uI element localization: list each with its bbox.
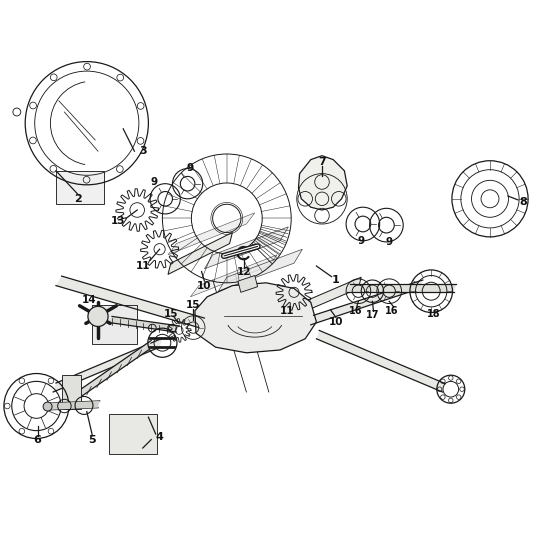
Polygon shape (56, 276, 204, 328)
Polygon shape (311, 280, 423, 325)
Text: 2: 2 (74, 194, 82, 204)
Polygon shape (238, 276, 258, 292)
Polygon shape (316, 330, 445, 392)
Text: 13: 13 (110, 216, 125, 226)
Text: 4: 4 (156, 432, 164, 442)
Text: 9: 9 (187, 163, 194, 173)
Polygon shape (204, 227, 288, 269)
Text: 11: 11 (136, 261, 150, 271)
Text: 14: 14 (82, 295, 97, 305)
Polygon shape (218, 249, 302, 291)
Circle shape (88, 306, 108, 326)
Polygon shape (298, 156, 347, 210)
Text: 16: 16 (385, 306, 399, 316)
Polygon shape (76, 340, 151, 400)
Text: 5: 5 (88, 435, 96, 445)
Text: 7: 7 (318, 157, 326, 167)
Text: 12: 12 (236, 267, 251, 277)
Polygon shape (300, 277, 361, 314)
Polygon shape (347, 284, 456, 292)
Text: 11: 11 (279, 306, 294, 316)
Polygon shape (190, 255, 277, 297)
Circle shape (43, 402, 52, 411)
Text: 9: 9 (151, 177, 157, 187)
Text: 10: 10 (197, 281, 212, 291)
Text: 15: 15 (164, 309, 178, 319)
Text: 15: 15 (186, 300, 200, 310)
Text: 18: 18 (427, 309, 441, 319)
Polygon shape (168, 232, 232, 274)
Polygon shape (53, 338, 162, 392)
Text: 1: 1 (332, 275, 340, 285)
Text: 9: 9 (386, 237, 393, 248)
Text: 16: 16 (349, 306, 362, 316)
Polygon shape (48, 401, 100, 410)
Text: 17: 17 (366, 310, 379, 320)
Polygon shape (195, 283, 316, 353)
Text: 6: 6 (34, 435, 41, 445)
Polygon shape (168, 213, 255, 255)
Text: 9: 9 (358, 236, 365, 246)
Text: 10: 10 (329, 317, 343, 327)
Polygon shape (109, 316, 179, 332)
Text: 3: 3 (139, 146, 147, 156)
Polygon shape (109, 414, 157, 454)
Polygon shape (62, 375, 81, 409)
Polygon shape (56, 171, 104, 204)
Polygon shape (92, 305, 137, 344)
Text: 8: 8 (520, 197, 528, 207)
